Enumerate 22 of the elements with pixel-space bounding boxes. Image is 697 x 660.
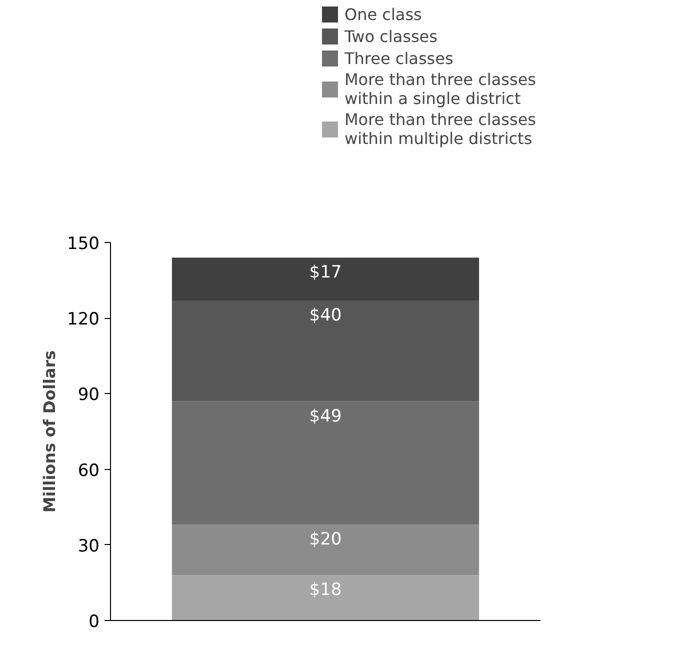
y-tick-label: 120 (67, 310, 100, 330)
bar (172, 300, 480, 402)
data-label: $49 (309, 406, 342, 426)
data-label: $18 (309, 580, 342, 600)
bar (172, 524, 480, 576)
y-tick-label: 150 (67, 234, 100, 254)
legend-label: Two classes (344, 26, 438, 46)
y-tick-label: 30 (78, 536, 100, 556)
y-tick-label: 90 (78, 385, 100, 406)
legend-label: One class (344, 4, 422, 24)
bar (172, 575, 480, 620)
y-tick-label: 60 (78, 460, 100, 481)
y-axis-title: Millions of Dollars (40, 350, 60, 513)
data-label: $17 (309, 262, 342, 283)
data-label: $20 (309, 530, 342, 550)
legend-label: More than three classes within multiple districts (344, 110, 536, 148)
legend-label: Three classes (344, 48, 454, 68)
legend-label: More than three classes within a single district (344, 70, 536, 108)
y-tick-label: 0 (88, 612, 100, 632)
bar (172, 401, 480, 525)
data-label: $40 (309, 305, 342, 326)
bar (172, 258, 480, 300)
